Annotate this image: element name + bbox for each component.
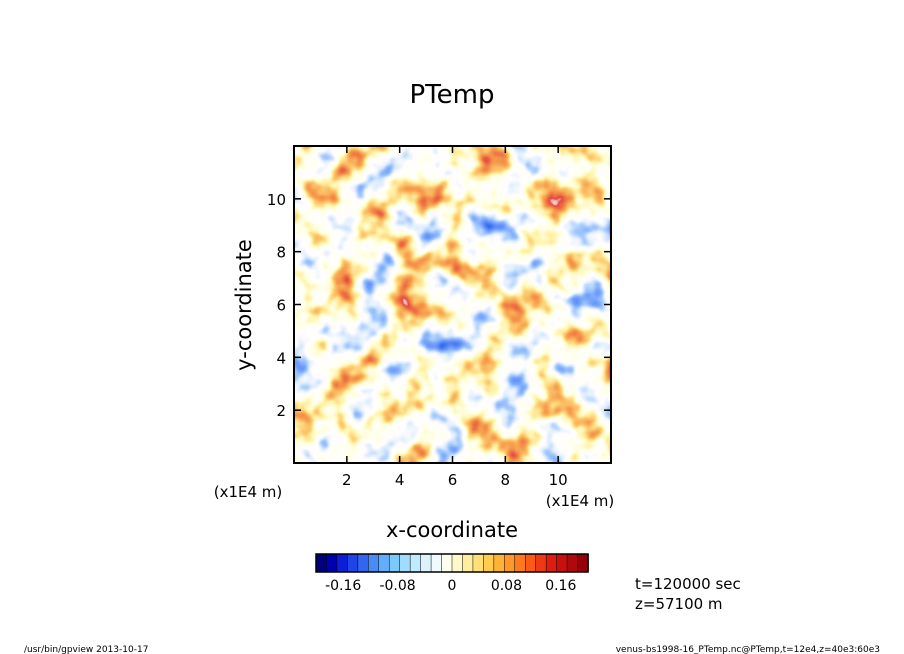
colorbar-swatch <box>399 553 411 573</box>
y-tick-label: 6 <box>276 297 286 315</box>
colorbar-swatch <box>462 553 474 573</box>
footer-source: venus-bs1998-16_PTemp.nc@PTemp,t=12e4,z=… <box>616 645 880 654</box>
colorbar-swatch <box>504 553 516 573</box>
colorbar-swatch <box>430 553 443 573</box>
x-tick-label: 2 <box>342 471 352 489</box>
colorbar <box>315 553 589 573</box>
colorbar-swatch <box>409 553 422 573</box>
x-scale-note: (x1E4 m) <box>546 492 615 510</box>
y-tick-label: 8 <box>276 244 286 262</box>
colorbar-tick-label: -0.08 <box>379 578 415 594</box>
x-axis-ticks: 2 4 6 8 10 <box>342 146 568 489</box>
height-annotation: z=57100 m <box>635 595 723 613</box>
colorbar-swatch <box>472 553 485 573</box>
colorbar-tick-label: -0.16 <box>325 578 361 594</box>
colorbar-swatch <box>336 553 349 573</box>
heatmap-image <box>294 146 611 463</box>
time-annotation: t=120000 sec <box>635 575 741 593</box>
colorbar-swatch <box>545 553 558 573</box>
colorbar-swatch <box>441 553 453 573</box>
colorbar-swatch <box>378 553 390 573</box>
colorbar-swatch <box>357 553 370 573</box>
colorbar-swatch <box>368 553 380 573</box>
colorbar-swatch <box>483 553 495 573</box>
x-axis-label: x-coordinate <box>386 518 518 542</box>
heatmap-field <box>294 146 611 463</box>
footer-program: /usr/bin/gpview 2013-10-17 <box>24 645 148 654</box>
colorbar-swatch <box>524 553 537 573</box>
x-tick-label: 8 <box>501 471 511 489</box>
colorbar-tick-label: 0 <box>448 578 457 594</box>
x-tick-label: 4 <box>395 471 405 489</box>
colorbar-swatch <box>326 553 338 573</box>
colorbar-swatch <box>514 553 526 573</box>
colorbar-swatch <box>566 553 579 573</box>
colorbar-tick-label: 0.08 <box>491 578 522 594</box>
colorbar-swatch <box>577 553 589 573</box>
colorbar-swatch <box>388 553 401 573</box>
y-axis-ticks: 2 4 6 8 10 <box>267 191 611 420</box>
colorbar-swatch <box>420 553 432 573</box>
colorbar-swatch <box>451 553 464 573</box>
y-tick-label: 4 <box>276 349 286 367</box>
colorbar-ticks: -0.16 -0.08 0 0.08 0.16 <box>325 578 576 594</box>
y-tick-label: 2 <box>276 402 286 420</box>
colorbar-swatch <box>535 553 547 573</box>
y-axis-label: y-coordinate <box>232 239 256 371</box>
x-tick-label: 6 <box>448 471 458 489</box>
y-tick-label: 10 <box>267 191 286 209</box>
y-scale-note: (x1E4 m) <box>214 483 283 501</box>
colorbar-swatch <box>556 553 568 573</box>
colorbar-frame <box>315 553 589 573</box>
colorbar-tick-label: 0.16 <box>545 578 576 594</box>
x-tick-label: 10 <box>549 471 568 489</box>
colorbar-swatch <box>493 553 506 573</box>
colorbar-swatch <box>347 553 359 573</box>
colorbar-swatch <box>315 553 328 573</box>
chart-title: PTemp <box>410 80 495 110</box>
